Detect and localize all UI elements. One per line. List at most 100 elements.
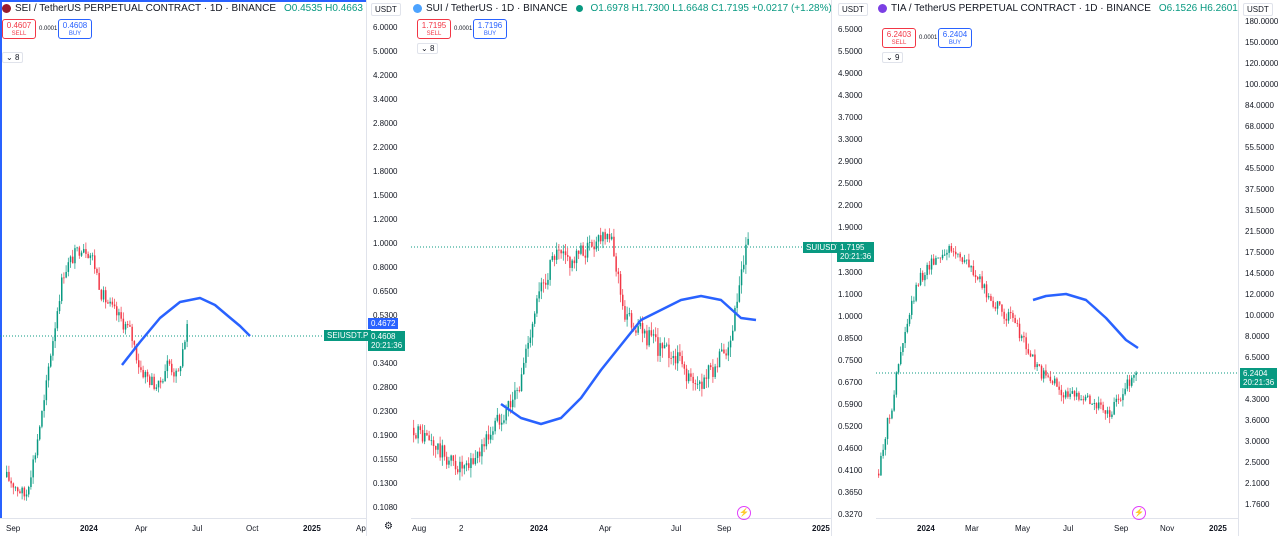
y-tick-label: 3.0000 <box>1245 437 1270 446</box>
indicators-toggle[interactable]: ⌄ 8 <box>417 43 439 54</box>
buy-button[interactable]: 0.4608 BUY <box>58 19 92 39</box>
candle <box>34 452 37 463</box>
indicators-toggle[interactable]: ⌄ 9 <box>882 52 904 63</box>
candle <box>483 437 485 453</box>
spread-value: 0.0001 <box>454 26 473 32</box>
price-axis[interactable]: USDT 6.0000 5.0000 4.2000 3.4000 2.8000 2.200… <box>366 0 410 536</box>
chart-pane-tia[interactable]: TIA / TetherUS PERPETUAL CONTRACT · 1D ·… <box>876 0 1280 536</box>
candle <box>547 273 549 290</box>
candle <box>428 430 430 441</box>
lightning-icon[interactable]: ⚡ <box>737 506 751 520</box>
spread-value: 0.0001 <box>919 35 938 41</box>
candle <box>567 247 569 262</box>
lightning-icon[interactable]: ⚡ <box>1132 506 1146 520</box>
buy-price: 1.7196 <box>477 21 503 30</box>
candle <box>1065 389 1067 400</box>
price-axis[interactable]: USDT 180.0000 150.0000 120.0000 100.0000 84.… <box>1238 0 1280 536</box>
buy-label: BUY <box>948 40 962 46</box>
sell-button[interactable]: 6.2403 SELL <box>882 28 916 48</box>
candle <box>699 380 701 392</box>
candle <box>968 253 970 268</box>
price-plot-sui[interactable] <box>411 0 831 518</box>
candle <box>959 251 961 262</box>
candle <box>144 370 147 384</box>
candle <box>915 282 917 303</box>
x-tick-label: Jul <box>1063 524 1074 533</box>
candle <box>606 233 609 243</box>
trade-buttons: 0.4607 SELL 0.0001 0.4608 BUY <box>2 19 92 39</box>
candle <box>32 455 34 484</box>
candle <box>542 279 545 293</box>
candle <box>586 236 589 263</box>
symbol-title[interactable]: TIA / TetherUS PERPETUAL CONTRACT · 1D ·… <box>891 3 1151 14</box>
y-tick-label: 31.5000 <box>1245 206 1274 215</box>
time-axis[interactable]: 2024 Mar May Jul Sep Nov 2025 <box>876 518 1238 536</box>
candle <box>740 261 743 294</box>
spread-value: 0.0001 <box>39 26 58 32</box>
price-plot-sei[interactable] <box>0 0 366 518</box>
candle <box>725 349 727 360</box>
candle <box>935 255 937 266</box>
ma-price-tag: 0.4672 <box>368 318 399 329</box>
candle <box>94 249 96 274</box>
buy-price: 0.4608 <box>62 21 88 30</box>
candle <box>446 451 448 469</box>
candle <box>1122 388 1124 407</box>
candle <box>705 369 708 389</box>
chart-pane-sei[interactable]: SEI / TetherUS PERPETUAL CONTRACT · 1D ·… <box>0 0 410 536</box>
candle <box>503 414 505 425</box>
buy-button[interactable]: 1.7196 BUY <box>473 19 507 39</box>
sell-button[interactable]: 0.4607 SELL <box>2 19 36 39</box>
y-tick-label: 0.8000 <box>373 263 398 272</box>
candle <box>61 273 63 305</box>
candle <box>10 477 12 488</box>
candle <box>999 301 1001 306</box>
candle <box>494 417 496 435</box>
candle <box>939 257 942 263</box>
candle <box>415 432 417 440</box>
candle <box>468 457 470 471</box>
y-tick-label: 100.0000 <box>1245 80 1279 89</box>
y-tick-label: 0.4600 <box>838 443 863 453</box>
x-tick-label: Aug <box>412 524 427 533</box>
candle <box>988 293 990 300</box>
candle <box>1124 382 1126 396</box>
candle <box>589 235 591 251</box>
candle <box>164 364 166 382</box>
candle <box>518 386 521 393</box>
y-tick-label: 3.7000 <box>838 113 863 123</box>
price-axis[interactable]: USDT 6.5000 5.5000 4.9000 4.3000 3.7000 3.300… <box>831 0 875 536</box>
symbol-title[interactable]: SUI / TetherUS · 1D · BINANCE <box>426 3 568 14</box>
candle <box>454 454 457 476</box>
candle <box>1045 364 1047 379</box>
currency-button[interactable]: USDT <box>838 3 868 16</box>
candle <box>707 364 710 388</box>
settings-gear-icon[interactable]: ⚙ <box>384 521 393 532</box>
candle <box>1025 332 1027 355</box>
candle <box>1093 398 1096 411</box>
time-axis[interactable]: Sep 2024 Apr Jul Oct 2025 Ap <box>0 518 366 536</box>
symbol-title[interactable]: SEI / TetherUS PERPETUAL CONTRACT · 1D ·… <box>15 3 276 14</box>
candle <box>630 309 633 330</box>
candle <box>690 368 692 382</box>
currency-button[interactable]: USDT <box>371 3 401 16</box>
x-tick-label: Nov <box>1160 524 1175 533</box>
candle <box>928 260 931 275</box>
currency-button[interactable]: USDT <box>1243 3 1273 16</box>
y-tick-label: 1.3000 <box>838 267 863 277</box>
candle <box>1089 394 1091 405</box>
indicator-count: 9 <box>894 53 900 62</box>
price-plot-tia[interactable] <box>876 0 1238 518</box>
y-tick-label: 5.0000 <box>373 47 398 56</box>
indicators-toggle[interactable]: ⌄ 8 <box>2 52 24 63</box>
candle <box>957 253 959 258</box>
y-tick-label: 12.0000 <box>1245 290 1274 299</box>
candle <box>417 424 419 444</box>
sell-button[interactable]: 1.7195 SELL <box>417 19 451 39</box>
time-axis[interactable]: Aug 2 2024 Apr Jul Sep 2025 <box>411 518 831 536</box>
candle <box>597 234 600 252</box>
chart-pane-sui[interactable]: SUI / TetherUS · 1D · BINANCE O1.6978 H1… <box>411 0 875 536</box>
y-tick-label: 4.2000 <box>373 71 398 80</box>
candle <box>155 384 158 391</box>
buy-button[interactable]: 6.2404 BUY <box>938 28 972 48</box>
